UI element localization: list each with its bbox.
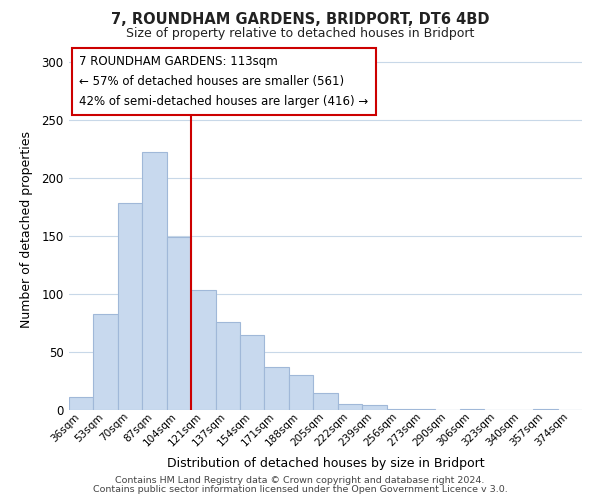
- Bar: [460, 409, 484, 410]
- Bar: [215, 322, 240, 410]
- Bar: [142, 152, 167, 410]
- Bar: [265, 367, 289, 410]
- Text: 7, ROUNDHAM GARDENS, BRIDPORT, DT6 4BD: 7, ROUNDHAM GARDENS, BRIDPORT, DT6 4BD: [111, 12, 489, 28]
- Text: Size of property relative to detached houses in Bridport: Size of property relative to detached ho…: [126, 28, 474, 40]
- Bar: [94, 314, 118, 410]
- Bar: [411, 409, 436, 410]
- Bar: [313, 392, 338, 410]
- X-axis label: Distribution of detached houses by size in Bridport: Distribution of detached houses by size …: [167, 456, 484, 469]
- Bar: [69, 397, 94, 410]
- Bar: [362, 406, 386, 410]
- Bar: [118, 204, 142, 410]
- Text: Contains HM Land Registry data © Crown copyright and database right 2024.: Contains HM Land Registry data © Crown c…: [115, 476, 485, 485]
- Bar: [338, 404, 362, 410]
- Bar: [191, 290, 215, 410]
- Bar: [533, 409, 557, 410]
- Bar: [386, 409, 411, 410]
- Text: 7 ROUNDHAM GARDENS: 113sqm
← 57% of detached houses are smaller (561)
42% of sem: 7 ROUNDHAM GARDENS: 113sqm ← 57% of deta…: [79, 56, 368, 108]
- Text: Contains public sector information licensed under the Open Government Licence v : Contains public sector information licen…: [92, 484, 508, 494]
- Bar: [240, 334, 265, 410]
- Y-axis label: Number of detached properties: Number of detached properties: [20, 132, 33, 328]
- Bar: [167, 237, 191, 410]
- Bar: [289, 375, 313, 410]
